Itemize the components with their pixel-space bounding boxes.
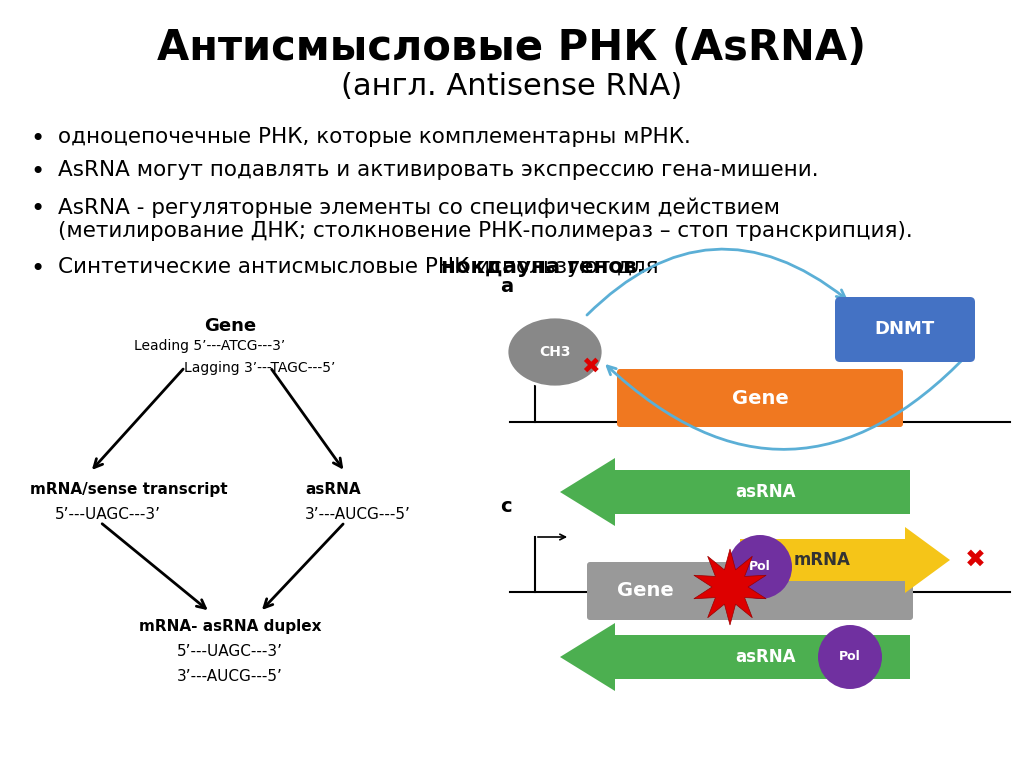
Text: Pol: Pol — [839, 650, 861, 663]
Text: c: c — [500, 497, 512, 516]
Text: (англ. Antisense RNA): (англ. Antisense RNA) — [341, 72, 683, 101]
Text: нокдауна генов.: нокдауна генов. — [441, 257, 645, 277]
Text: 5’---UAGC---3’: 5’---UAGC---3’ — [55, 507, 161, 522]
Text: 3’---AUCG---5’: 3’---AUCG---5’ — [177, 669, 283, 684]
Text: 5’---UAGC---3’: 5’---UAGC---3’ — [177, 644, 283, 659]
Text: одноцепочечные РНК, которые комплементарны мРНК.: одноцепочечные РНК, которые комплементар… — [58, 127, 691, 147]
Text: ✖: ✖ — [965, 548, 985, 572]
FancyBboxPatch shape — [617, 369, 903, 427]
Text: AsRNA могут подавлять и активировать экспрессию гена-мишени.: AsRNA могут подавлять и активировать экс… — [58, 160, 818, 180]
Polygon shape — [560, 458, 910, 526]
Polygon shape — [694, 549, 766, 625]
Text: CH3: CH3 — [540, 345, 570, 359]
Text: •: • — [31, 197, 45, 221]
Text: 3’---AUCG---5’: 3’---AUCG---5’ — [305, 507, 411, 522]
Text: Pol: Pol — [750, 561, 771, 574]
Ellipse shape — [728, 535, 792, 599]
Text: Gene: Gene — [616, 581, 674, 601]
Text: DNMT: DNMT — [874, 321, 935, 338]
FancyBboxPatch shape — [587, 562, 913, 620]
Text: Gene: Gene — [204, 317, 256, 335]
Text: a: a — [500, 277, 513, 296]
Text: •: • — [31, 257, 45, 281]
Polygon shape — [560, 623, 910, 691]
Text: mRNA/sense transcript: mRNA/sense transcript — [30, 482, 227, 497]
Polygon shape — [740, 527, 950, 593]
Ellipse shape — [818, 625, 882, 689]
FancyBboxPatch shape — [835, 297, 975, 362]
Text: mRNA- asRNA duplex: mRNA- asRNA duplex — [138, 619, 322, 634]
Text: Антисмысловые РНК (AsRNA): Антисмысловые РНК (AsRNA) — [158, 27, 866, 69]
Text: asRNA: asRNA — [735, 648, 796, 666]
Text: •: • — [31, 160, 45, 184]
Ellipse shape — [507, 317, 603, 387]
Text: mRNA: mRNA — [794, 551, 851, 569]
Text: •: • — [31, 127, 45, 151]
Text: asRNA: asRNA — [735, 483, 796, 501]
Text: AsRNA - регуляторные элементы со специфическим действием
(метилирование ДНК; сто: AsRNA - регуляторные элементы со специфи… — [58, 197, 912, 241]
Text: Gene: Gene — [731, 389, 788, 407]
Text: asRNA: asRNA — [305, 482, 360, 497]
Text: Leading 5’---ATCG---3’: Leading 5’---ATCG---3’ — [134, 339, 286, 353]
Text: Lagging 3’---TAGC---5’: Lagging 3’---TAGC---5’ — [184, 361, 336, 375]
Text: Синтетические антисмысловые РНК используют для: Синтетические антисмысловые РНК использу… — [58, 257, 666, 277]
Text: ✖: ✖ — [581, 357, 599, 377]
